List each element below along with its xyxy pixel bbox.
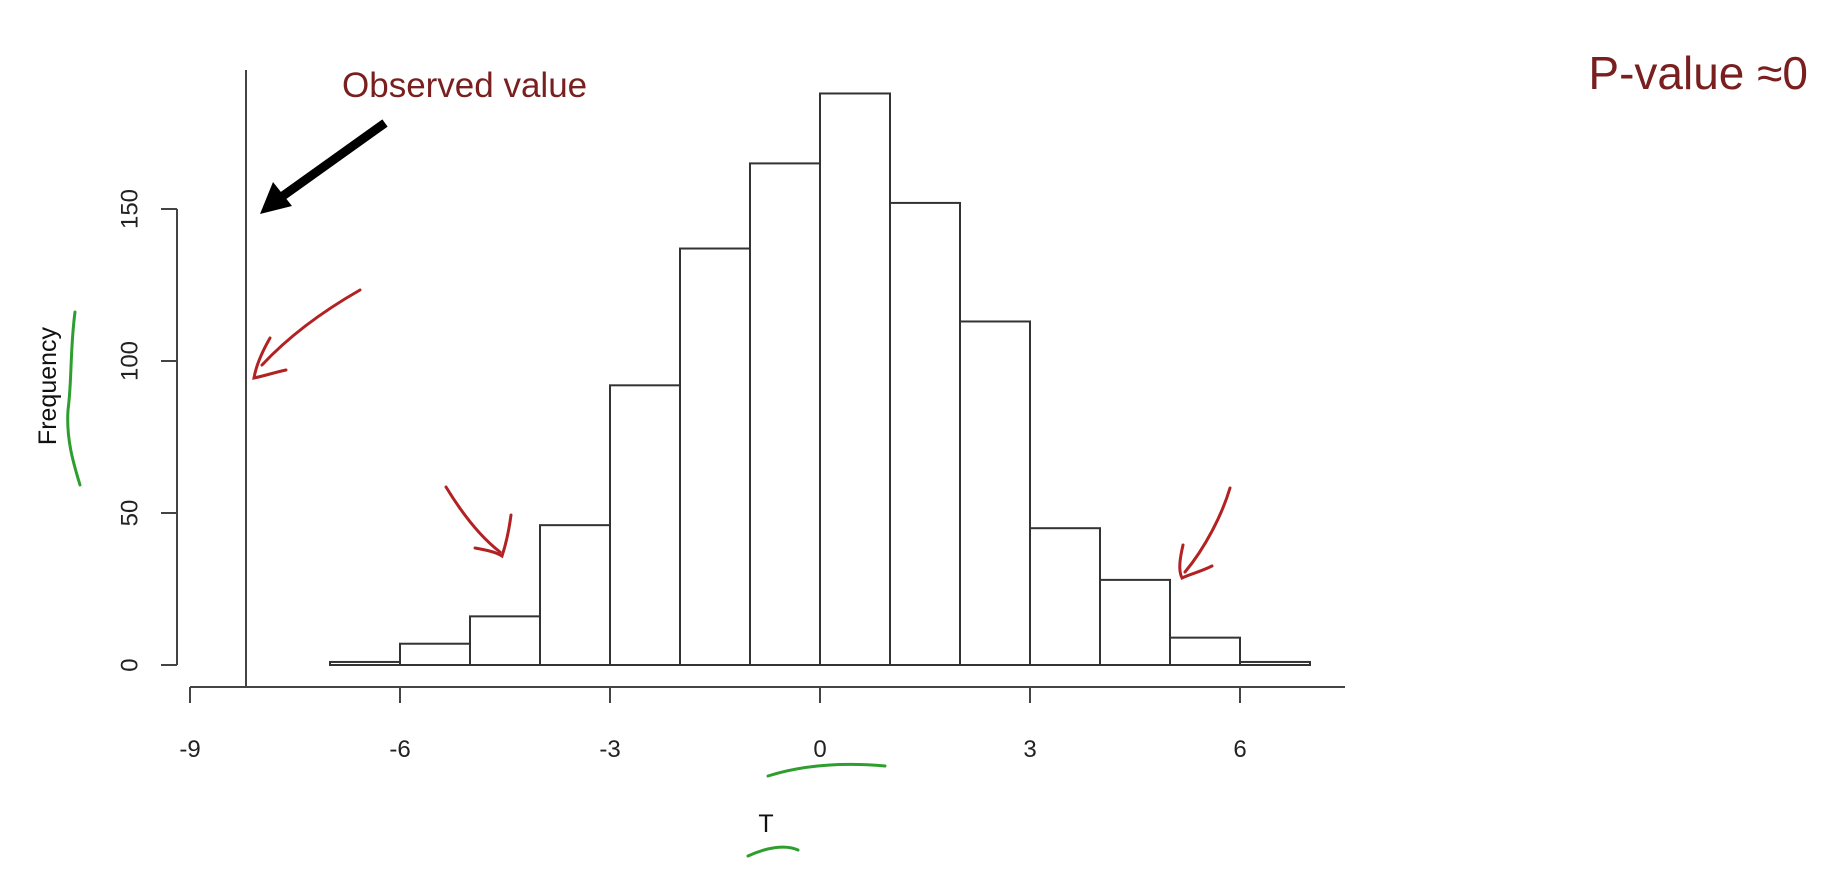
hand-arrow-upper-left	[260, 288, 362, 367]
hand-arrow-lower-left-head	[473, 513, 513, 559]
x-tick-label: -6	[389, 736, 410, 763]
y-tick-label: 100	[116, 341, 143, 381]
y-tick-label: 50	[116, 500, 143, 527]
annotation-layer	[66, 119, 1232, 858]
observed-value-label: Observed value	[342, 66, 587, 105]
histogram-bar	[749, 162, 821, 666]
histogram-bar	[469, 615, 541, 666]
hand-arrow-upper-left-head	[252, 336, 288, 380]
hand-arrow-right-head	[1178, 543, 1214, 581]
text-layer: Frequency T Observed value P-value ≈0	[34, 47, 1808, 838]
histogram-bar	[819, 92, 891, 667]
histogram-bar	[1239, 660, 1311, 667]
green-underline-t	[746, 845, 800, 858]
histogram-bar	[889, 201, 961, 666]
histogram-bar	[1099, 578, 1171, 667]
green-mark-frequency	[66, 310, 82, 487]
histogram-bar	[609, 384, 681, 666]
hand-arrow-right	[1183, 486, 1232, 574]
observed-arrow-head	[260, 182, 292, 214]
bars-layer	[329, 92, 1311, 667]
x-tick-label: -3	[599, 736, 620, 763]
histogram-bar	[399, 642, 471, 666]
x-tick-label: 0	[813, 736, 826, 763]
x-tick-label: 3	[1023, 736, 1036, 763]
histogram-bar	[329, 660, 401, 667]
green-underline-zero	[766, 762, 887, 778]
p-value-label: P-value ≈0	[1588, 47, 1808, 99]
hand-arrow-lower-left	[444, 485, 502, 554]
x-tick-label: 6	[1233, 736, 1246, 763]
observed-arrow-shaft	[277, 119, 388, 202]
y-axis-label: Frequency	[34, 326, 62, 445]
x-tick-label: -9	[179, 736, 200, 763]
histogram-bar	[679, 247, 751, 667]
histogram-bar	[959, 320, 1031, 666]
y-tick-label: 0	[116, 658, 143, 671]
x-axis-label: T	[758, 810, 773, 838]
y-tick-label: 150	[116, 189, 143, 229]
histogram-bar	[1169, 636, 1241, 667]
axes-layer: -9 -6 -3 0 3 6 0 50 100 150	[116, 70, 1345, 763]
histogram-bar	[539, 524, 611, 666]
histogram-bar	[1029, 527, 1101, 667]
